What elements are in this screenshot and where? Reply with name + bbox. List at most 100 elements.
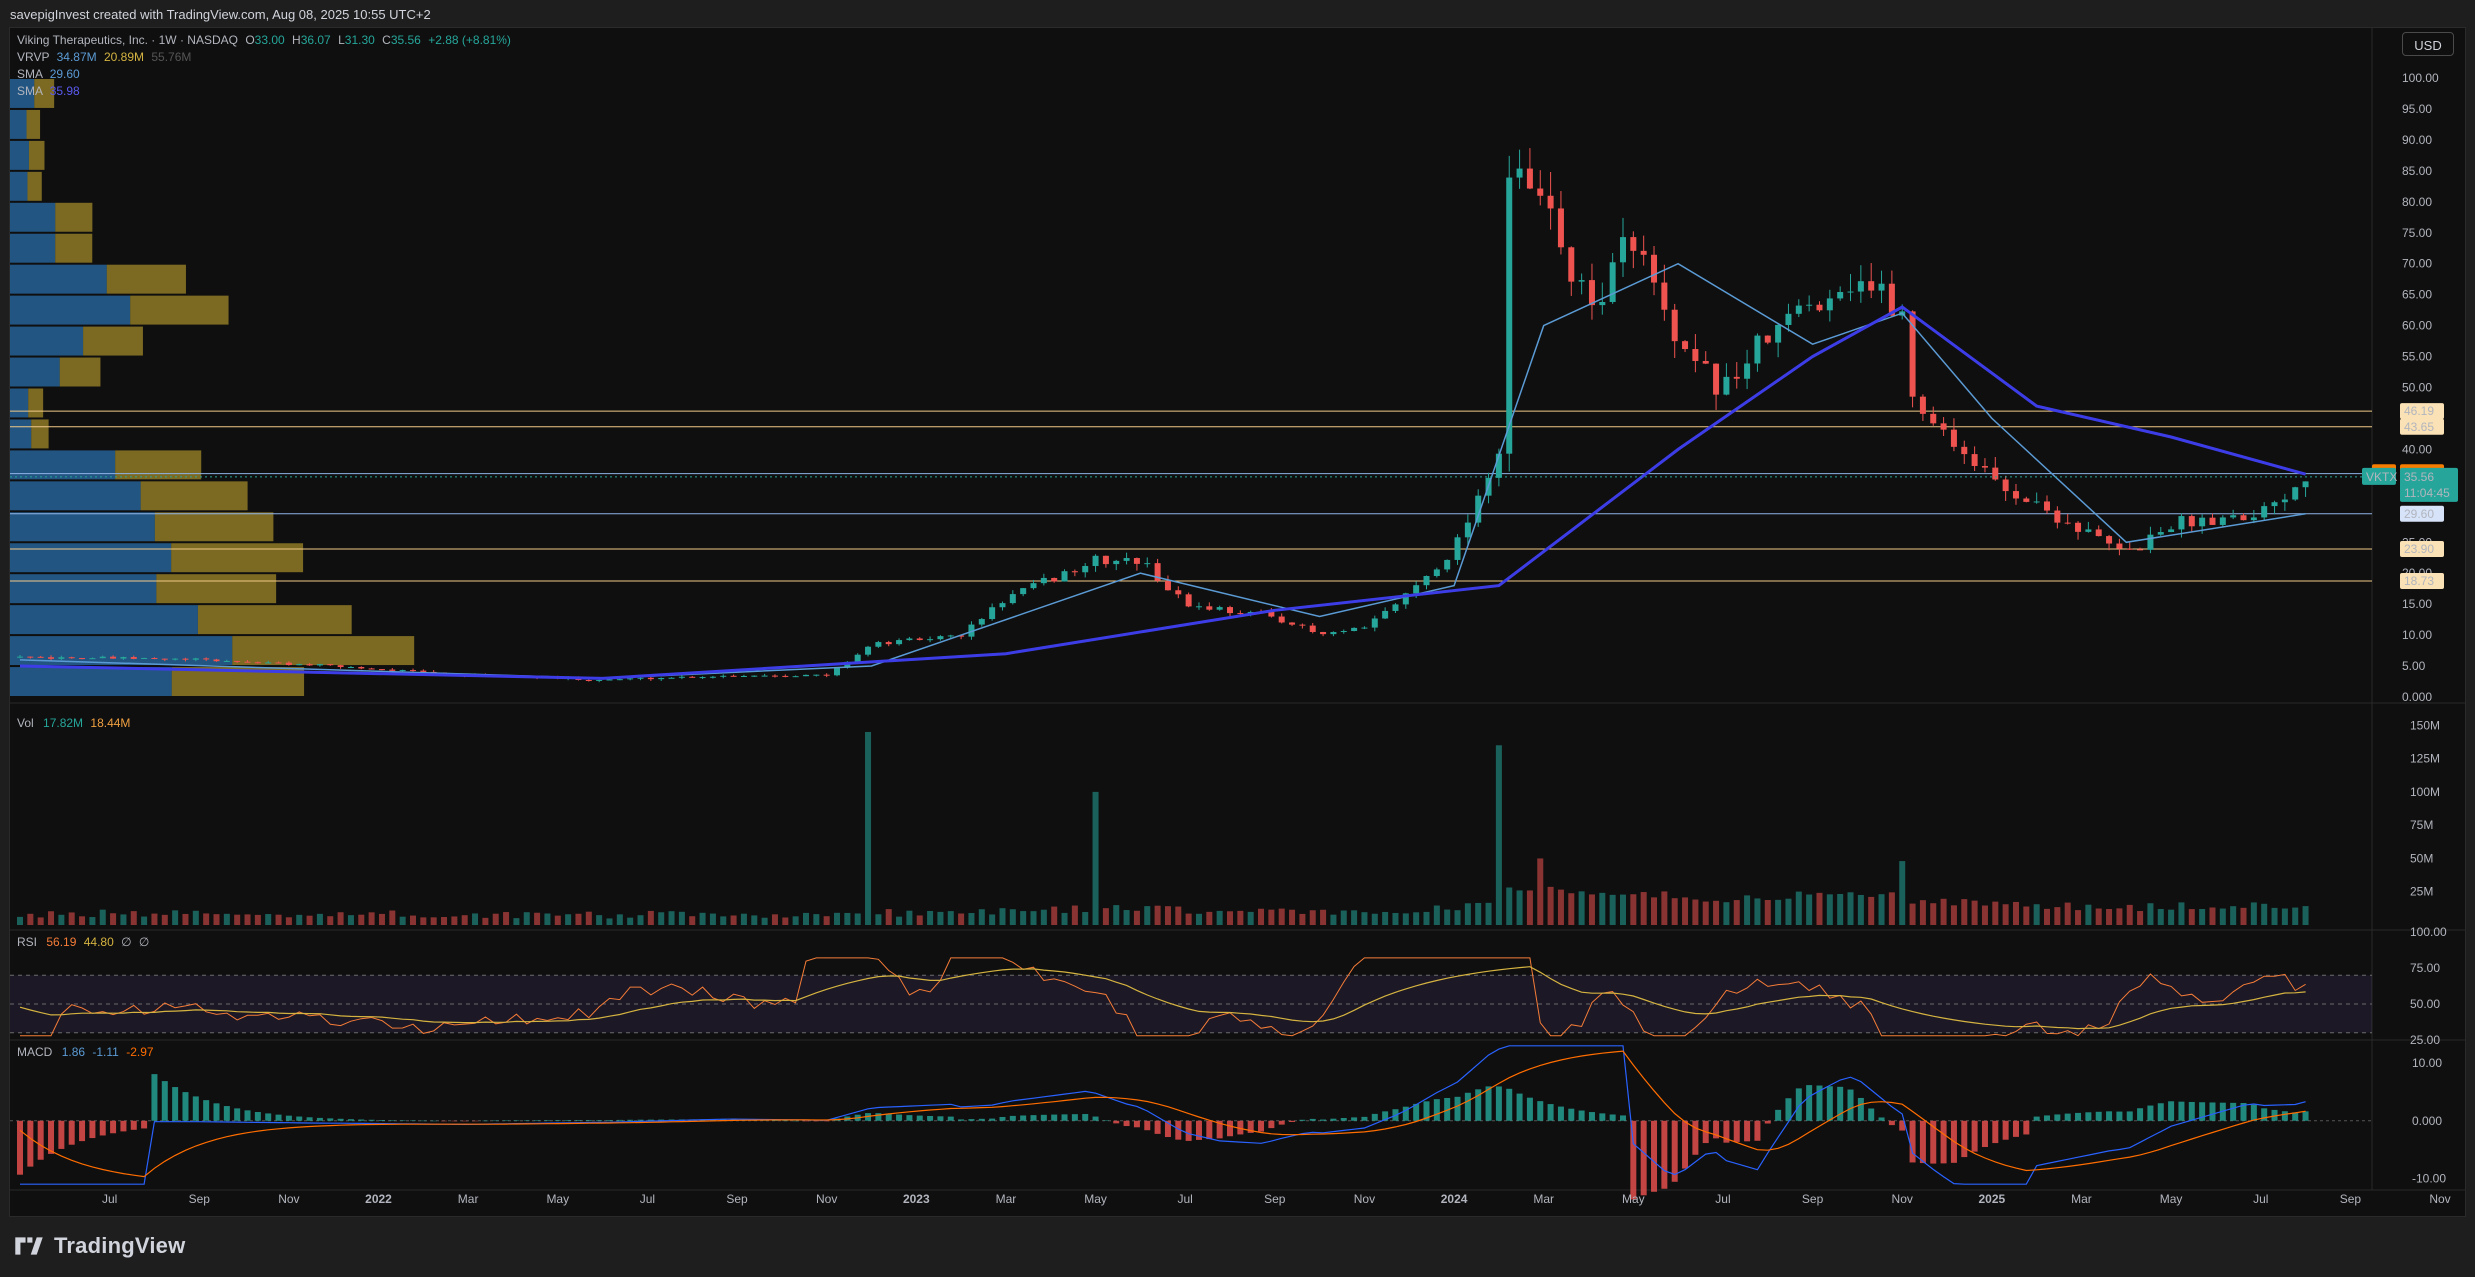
- candle-body: [1082, 566, 1089, 573]
- time-tick-label-12: Jul: [1178, 1192, 1193, 1206]
- macd-hist-bar: [782, 1120, 789, 1122]
- candle-body: [2054, 510, 2061, 523]
- rsi-legend[interactable]: RSI 56.19 44.80 ∅ ∅: [17, 935, 150, 949]
- macd-hist-bar: [2281, 1111, 2288, 1121]
- candle-body: [1237, 613, 1244, 615]
- candle-body: [1909, 311, 1916, 397]
- macd-legend[interactable]: MACD 1.86 -1.11 -2.97: [17, 1045, 154, 1059]
- time-tick-label-11: May: [1084, 1192, 1107, 1206]
- vrvp-down-bar: [59, 357, 101, 387]
- volume-legend[interactable]: Vol 17.82M 18.44M: [17, 716, 131, 730]
- macd-hist-bar: [999, 1116, 1006, 1121]
- volume-bar: [1837, 893, 1844, 925]
- price-tick-label-0: 100.00: [2402, 71, 2439, 85]
- volume-bar: [130, 911, 137, 925]
- volume-bar: [275, 914, 282, 925]
- vrvp-up-bar: [10, 295, 131, 325]
- volume-bar: [1340, 910, 1347, 925]
- macd-hist-bar: [285, 1115, 292, 1121]
- macd-hist-bar: [2230, 1102, 2237, 1121]
- volume-bar: [616, 914, 623, 925]
- candle-body: [58, 657, 65, 659]
- macd-hist-bar: [1837, 1086, 1844, 1121]
- volume-bar: [1526, 890, 1533, 925]
- macd-hist-bar: [1454, 1096, 1461, 1121]
- candle-body: [1702, 360, 1709, 364]
- candle-body: [1361, 627, 1368, 629]
- level-tag-label-5: 18.73: [2404, 574, 2434, 588]
- macd-hist-bar: [1578, 1110, 1585, 1121]
- volume-bar: [565, 914, 572, 925]
- volume-bar: [389, 910, 396, 925]
- volume-bar: [1071, 905, 1078, 925]
- candle-body: [647, 677, 654, 680]
- candle-body: [834, 667, 841, 676]
- tradingview-logo[interactable]: TradingView: [12, 1233, 185, 1259]
- macd-hist-bar: [2126, 1111, 2133, 1121]
- candle-body: [327, 664, 334, 666]
- volume-bar: [1268, 909, 1275, 925]
- candle-body: [172, 658, 179, 660]
- volume-bar: [2271, 907, 2278, 925]
- macd-hist-bar: [1682, 1120, 1689, 1169]
- volume-bar: [1516, 890, 1523, 925]
- candle-body: [1278, 616, 1285, 623]
- volume-bar: [1495, 745, 1502, 925]
- candle-body: [265, 662, 272, 664]
- candle-body: [968, 624, 975, 637]
- candle-body: [223, 660, 230, 662]
- macd-hist-bar: [1661, 1120, 1668, 1189]
- volume-bar: [2126, 904, 2133, 925]
- macd-hist-bar: [1361, 1116, 1368, 1121]
- volume-bar: [720, 916, 727, 925]
- candle-body: [1826, 298, 1833, 311]
- candle-body: [1971, 454, 1978, 466]
- volume-bar: [482, 917, 489, 925]
- candle-body: [1547, 195, 1554, 209]
- macd-hist-bar: [554, 1120, 561, 1121]
- volume-bar: [1278, 908, 1285, 925]
- candle-body: [1433, 569, 1440, 576]
- candle-body: [2199, 517, 2206, 527]
- candle-body: [1682, 341, 1689, 350]
- macd-hist-bar: [1040, 1114, 1047, 1121]
- macd-hist-bar: [906, 1115, 913, 1121]
- symbol-legend[interactable]: Viking Therapeutics, Inc. · 1W · NASDAQ …: [17, 33, 511, 47]
- candle-body: [2002, 479, 2009, 492]
- footer-bar: [0, 1217, 2475, 1277]
- macd-hist-bar: [1061, 1114, 1068, 1121]
- candle-body: [1330, 632, 1337, 635]
- macd-hist-bar: [1961, 1120, 1968, 1158]
- level-tag-label-4: 23.90: [2404, 542, 2434, 556]
- sma-fast-legend[interactable]: SMA 29.60: [17, 67, 80, 81]
- macd-hist-bar: [1485, 1086, 1492, 1121]
- volume-bar: [689, 916, 696, 925]
- volume-bar: [2209, 907, 2216, 925]
- time-tick-label-20: Nov: [1892, 1192, 1913, 1206]
- candle-body: [1030, 583, 1037, 589]
- volume-bar: [2302, 906, 2309, 925]
- macd-hist-bar: [1547, 1104, 1554, 1121]
- candle-body: [1878, 283, 1885, 291]
- volume-bar: [1444, 909, 1451, 925]
- time-tick-label-2: Nov: [278, 1192, 299, 1206]
- volume-bar: [110, 913, 117, 925]
- candle-body: [1320, 631, 1327, 635]
- time-tick-label-6: Jul: [640, 1192, 655, 1206]
- candle-body: [2230, 515, 2237, 518]
- macd-hist-bar: [120, 1120, 127, 1132]
- sma-slow-legend[interactable]: SMA 35.98: [17, 84, 80, 98]
- macd-hist-bar: [1847, 1089, 1854, 1121]
- macd-hist-bar: [565, 1120, 572, 1121]
- candle-body: [37, 656, 44, 658]
- volume-tick-label-2: 100M: [2410, 785, 2440, 799]
- volume-bar: [2002, 904, 2009, 925]
- candle-body: [1599, 301, 1606, 306]
- currency-button[interactable]: USD: [2402, 32, 2454, 56]
- vrvp-legend[interactable]: VRVP 34.87M 20.89M 55.76M: [17, 50, 192, 64]
- macd-hist-bar: [1506, 1088, 1513, 1121]
- macd-hist-bar: [389, 1120, 396, 1121]
- volume-bar: [89, 917, 96, 925]
- macd-hist-bar: [1919, 1120, 1926, 1164]
